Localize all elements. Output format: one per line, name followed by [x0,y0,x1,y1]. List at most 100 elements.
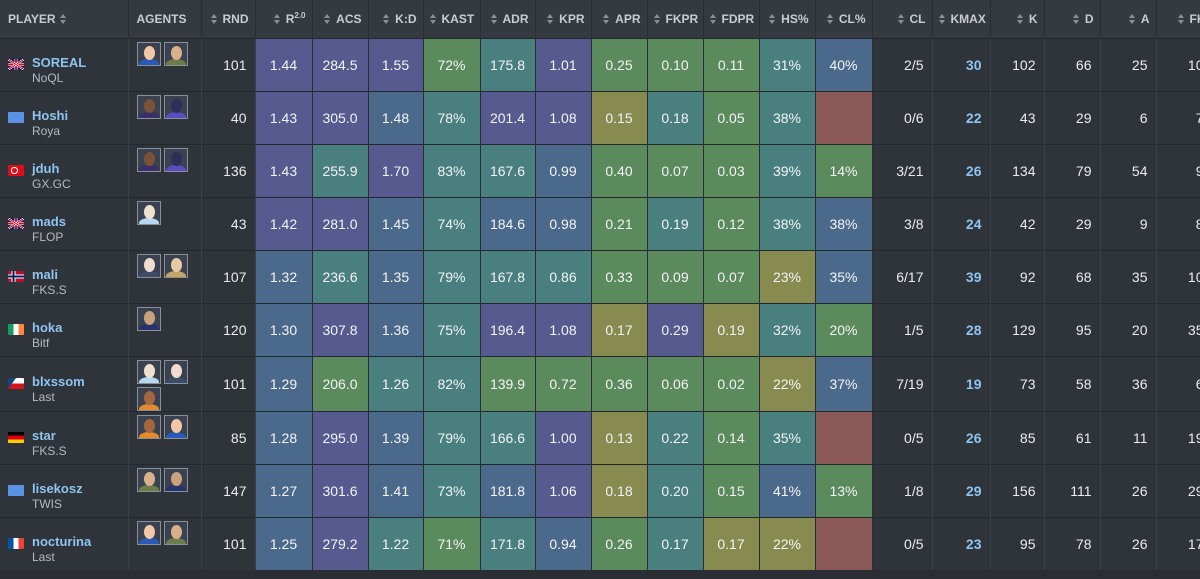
stat-fdpr-cell: 0.12 [703,196,760,250]
deaths-cell: 95 [1044,302,1101,356]
col-header-kpr[interactable]: KPR [535,0,592,38]
player-info: Hoshi Roya [8,97,120,139]
kmax-cell[interactable]: 26 [932,143,991,197]
rounds-cell: 107 [201,249,256,303]
kmax-cell[interactable]: 29 [932,463,991,517]
player-name-link[interactable]: nocturina [32,533,92,549]
stat-fdpr-cell: 0.15 [703,463,760,517]
agent-sage-icon [136,359,161,384]
kmax-cell[interactable]: 26 [932,410,991,464]
player-name-link[interactable]: lisekosz [32,480,83,496]
player-name-link[interactable]: mali [32,266,59,282]
kills-cell: 129 [990,302,1045,356]
kmax-cell[interactable]: 24 [932,196,991,250]
col-header-player[interactable]: PLAYER [0,0,129,38]
player-cell: jduh GX.GC [0,143,129,197]
col-header-agents: AGENTS [128,0,202,38]
col-header-fkpr[interactable]: FKPR [647,0,704,38]
stat-apr-cell: 0.15 [591,90,648,144]
col-header-cl-pct[interactable]: CL% [815,0,873,38]
col-header-kast[interactable]: KAST [423,0,481,38]
player-name-link[interactable]: mads [32,213,66,229]
col-header-k[interactable]: K [990,0,1045,38]
fkpr-header-label: FKPR [665,11,699,26]
col-header-fdpr[interactable]: FDPR [703,0,760,38]
stat-fkpr-cell: 0.10 [647,37,704,91]
stat-fkpr-cell: 0.06 [647,355,704,411]
stat-cl-pct-cell: 37% [815,355,873,411]
col-header-apr[interactable]: APR [591,0,648,38]
col-header-fk[interactable]: FK [1156,0,1200,38]
agent-icons [129,465,189,492]
player-identity: Hoshi Roya [32,97,68,139]
player-name-link[interactable]: blxssom [32,373,85,389]
table-header-row: PLAYER AGENTS RND R2.0 ACS K:D KAST ADR … [0,0,1200,38]
clutches-cell: 0/5 [872,410,933,464]
a-header-label: A [1140,11,1150,26]
rating-version-label: 2.0 [294,11,306,21]
player-name-link[interactable]: star [32,427,56,443]
agents-cell [128,355,202,411]
kills-cell: 42 [990,196,1045,250]
stat-adr-cell: 167.8 [480,249,536,303]
col-header-kmax[interactable]: KMAX [932,0,991,38]
player-name-link[interactable]: jduh [32,160,60,176]
clutches-cell: 7/19 [872,355,933,411]
sort-icon [709,13,717,24]
sort-icon [1177,13,1185,24]
col-header-hs[interactable]: HS% [759,0,816,38]
stat-fdpr-cell: 0.07 [703,249,760,303]
agent-icons [129,357,189,411]
kmax-cell[interactable]: 30 [932,37,991,91]
col-header-adr[interactable]: ADR [480,0,536,38]
kpr-header-label: KPR [559,11,585,26]
kmax-cell[interactable]: 28 [932,302,991,356]
col-header-acs[interactable]: ACS [312,0,369,38]
stat-kpr-cell: 1.00 [535,410,592,464]
rounds-cell: 147 [201,463,256,517]
col-header-cl[interactable]: CL [872,0,933,38]
stat-adr-cell: 184.6 [480,196,536,250]
agent-sage-icon [136,200,161,225]
kmax-cell[interactable]: 23 [932,516,991,570]
stat-kast-cell: 79% [423,410,481,464]
stat-fdpr-cell: 0.05 [703,90,760,144]
col-header-kd[interactable]: K:D [368,0,424,38]
kmax-cell[interactable]: 22 [932,90,991,144]
assists-cell: 11 [1100,410,1157,464]
sort-icon [490,13,498,24]
assists-cell: 6 [1100,90,1157,144]
kmax-header-label: KMAX [950,11,986,26]
player-name-link[interactable]: hoka [32,319,63,335]
kills-cell: 85 [990,410,1045,464]
col-header-rating[interactable]: R2.0 [255,0,313,38]
agent-icons [129,145,189,172]
player-cell: lisekosz TWIS [0,463,129,517]
stat-hs-cell: 23% [759,249,816,303]
stat-kpr-cell: 1.08 [535,302,592,356]
kmax-cell[interactable]: 39 [932,249,991,303]
stat-adr-cell: 201.4 [480,90,536,144]
kmax-cell[interactable]: 19 [932,355,991,411]
col-header-rnd[interactable]: RND [201,0,256,38]
stat-kast-cell: 71% [423,516,481,570]
table-row: star FKS.S 85 1.28 295.0 1.39 79% 166.6 1.00 0.13… [0,410,1200,464]
stat-fdpr-cell: 0.19 [703,302,760,356]
player-name-link[interactable]: Hoshi [32,107,69,123]
rounds-cell: 101 [201,516,256,570]
assists-cell: 20 [1100,302,1157,356]
kills-cell: 95 [990,516,1045,570]
rating-header-label: R [285,12,295,27]
col-header-a[interactable]: A [1100,0,1157,38]
stat-kast-cell: 74% [423,196,481,250]
stat-adr-cell: 181.8 [480,463,536,517]
agent-gekko-icon [163,520,188,545]
player-name-link[interactable]: SOREAL [32,54,87,70]
agent-phoenix-icon [136,386,161,411]
stat-adr-cell: 196.4 [480,302,536,356]
col-header-d[interactable]: D [1044,0,1101,38]
stat-acs-cell: 307.8 [312,302,369,356]
stat-kd-cell: 1.45 [368,196,424,250]
kills-cell: 156 [990,463,1045,517]
